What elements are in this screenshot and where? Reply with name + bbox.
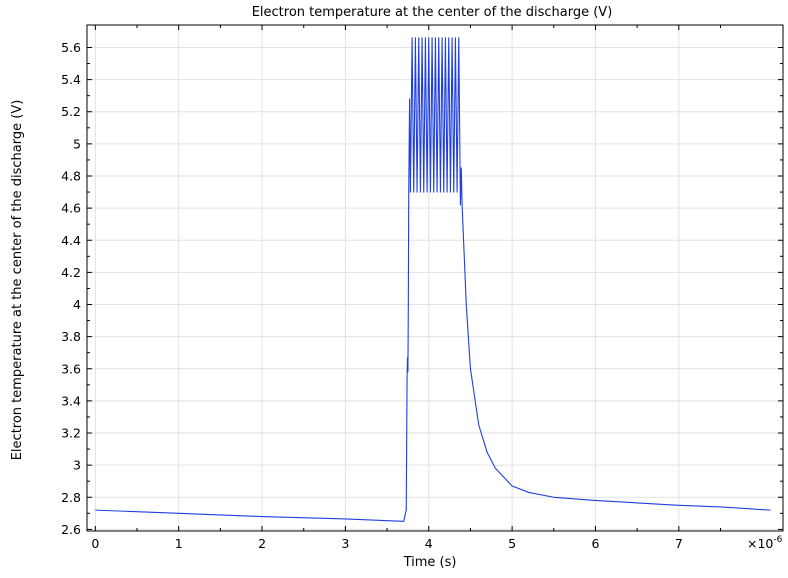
chart-title: Electron temperature at the center of th… [252,5,613,20]
x-tick-label: 2 [258,536,266,551]
x-tick-label: 7 [675,536,683,551]
x-tick-label: 1 [175,536,183,551]
x-tick-label: 0 [91,536,99,551]
y-tick-label: 4.6 [61,201,81,216]
y-tick-label: 4.2 [61,265,81,280]
y-axis-label: Electron temperature at the center of th… [10,100,25,461]
y-tick-labels: 2.6 2.8 3 3.2 3.4 3.6 3.8 4 4.2 4.4 4.6 4.8 5 5.2 5.4 5… [61,40,81,537]
y-tick-label: 4.4 [61,233,81,248]
x-tick-label: 4 [425,536,433,551]
y-tick-label: 3.8 [61,329,81,344]
x-tick-labels: 0 1 2 3 4 5 6 7 [91,536,682,551]
y-tick-label: 2.6 [61,522,81,537]
y-tick-label: 3.2 [61,426,81,441]
y-tick-label: 3.6 [61,361,81,376]
x-axis-multiplier: ×10-6 [747,535,783,551]
x-axis-multiplier-base: ×10 [747,536,773,551]
y-tick-label: 5.6 [61,40,81,55]
tick-marks [87,25,783,531]
y-tick-label: 3 [73,458,81,473]
y-tick-label: 5.2 [61,104,81,119]
series-layer [95,37,771,522]
grid-lines [87,25,783,531]
series-line [95,37,771,522]
x-tick-label: 3 [341,536,349,551]
x-tick-label: 5 [508,536,516,551]
x-axis-multiplier-exponent: -6 [773,535,782,545]
y-tick-label: 2.8 [61,490,81,505]
y-tick-label: 4 [73,297,81,312]
y-tick-label: 4.8 [61,168,81,183]
y-tick-label: 3.4 [61,393,81,408]
plot-frame [86,24,784,532]
y-tick-label: 5 [73,136,81,151]
y-tick-label: 5.4 [61,72,81,87]
x-axis-label: Time (s) [403,555,457,570]
x-tick-label: 6 [591,536,599,551]
